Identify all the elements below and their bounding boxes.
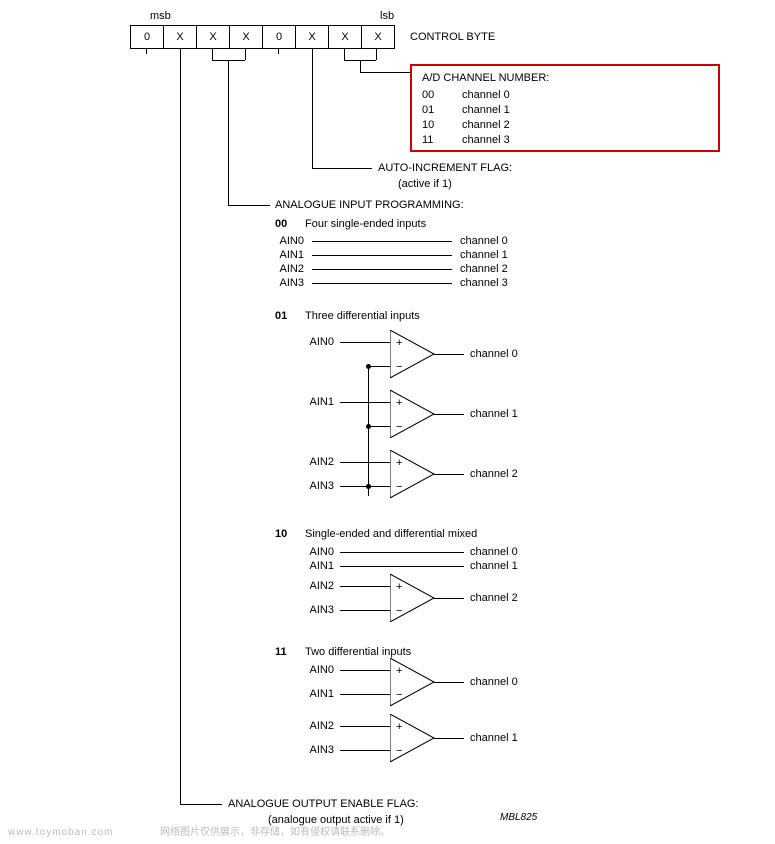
svg-text:−: − (396, 605, 402, 617)
bit-0: X (362, 26, 394, 48)
svg-text:+: + (396, 581, 402, 593)
svg-text:−: − (396, 361, 402, 373)
bit-4: X (230, 26, 263, 48)
ch-label-2: channel 2 (462, 119, 510, 131)
bit-1: X (329, 26, 362, 48)
m00-ain3: AIN3 (268, 277, 304, 289)
m00-ch3: channel 3 (460, 277, 508, 289)
amp-icon: +− (390, 714, 438, 762)
lsb-label: lsb (380, 10, 394, 22)
ch-code-2: 10 (422, 118, 462, 133)
auto-inc-sub: (active if 1) (398, 178, 452, 190)
amp-icon: +− (390, 450, 438, 498)
svg-text:−: − (396, 689, 402, 701)
channel-box-title: A/D CHANNEL NUMBER: (422, 72, 708, 84)
ch-code-1: 01 (422, 103, 462, 118)
bit-6: X (164, 26, 197, 48)
mode-01-code: 01 (275, 310, 287, 322)
m01-ain2: AIN2 (298, 456, 334, 468)
bit-5: X (197, 26, 230, 48)
ch-label-3: channel 3 (462, 134, 510, 146)
mode-01-title: Three differential inputs (305, 310, 420, 322)
m11-ain0: AIN0 (298, 664, 334, 676)
ch-code-0: 00 (422, 88, 462, 103)
amp-icon: +− (390, 658, 438, 706)
watermark-site: www.toymoban.com (8, 827, 113, 838)
m01-ain0: AIN0 (298, 336, 334, 348)
ref-code: MBL825 (500, 812, 537, 823)
m11-ain1: AIN1 (298, 688, 334, 700)
svg-text:−: − (396, 745, 402, 757)
amp-icon: +− (390, 330, 438, 378)
bit-2: X (296, 26, 329, 48)
control-byte: 0 X X X 0 X X X (130, 25, 395, 49)
m00-ch1: channel 1 (460, 249, 508, 261)
m11-ch1: channel 1 (470, 732, 518, 744)
m10-ch1: channel 1 (470, 560, 518, 572)
watermark-note: 网络图片仅供展示，非存储，如有侵权请联系删除。 (160, 823, 390, 838)
m00-ch2: channel 2 (460, 263, 508, 275)
amp-icon: +− (390, 574, 438, 622)
m01-ain3: AIN3 (298, 480, 334, 492)
m11-ain3: AIN3 (298, 744, 334, 756)
diagram-canvas: msb lsb 0 X X X 0 X X X CONTROL BYTE A/D… (0, 0, 775, 844)
svg-text:+: + (396, 721, 402, 733)
m10-ain1: AIN1 (298, 560, 334, 572)
m10-ch0: channel 0 (470, 546, 518, 558)
mode-00-title: Four single-ended inputs (305, 218, 426, 230)
m01-ch1: channel 1 (470, 408, 518, 420)
m10-ain2: AIN2 (298, 580, 334, 592)
mode-11-code: 11 (275, 646, 287, 658)
mode-10-title: Single-ended and differential mixed (305, 528, 477, 540)
svg-text:−: − (396, 481, 402, 493)
amp-icon: +− (390, 390, 438, 438)
svg-text:−: − (396, 421, 402, 433)
channel-number-box: A/D CHANNEL NUMBER: 00channel 0 01channe… (410, 64, 720, 152)
m10-ch2: channel 2 (470, 592, 518, 604)
svg-text:+: + (396, 457, 402, 469)
m11-ain2: AIN2 (298, 720, 334, 732)
svg-text:+: + (396, 337, 402, 349)
ch-label-1: channel 1 (462, 104, 510, 116)
m00-ain2: AIN2 (268, 263, 304, 275)
m10-ain3: AIN3 (298, 604, 334, 616)
m01-ch2: channel 2 (470, 468, 518, 480)
bit-7: 0 (131, 26, 164, 48)
m00-ain0: AIN0 (268, 235, 304, 247)
ch-code-3: 11 (422, 133, 462, 148)
svg-text:+: + (396, 397, 402, 409)
m01-ch0: channel 0 (470, 348, 518, 360)
ch-label-0: channel 0 (462, 89, 510, 101)
mode-00-code: 00 (275, 218, 287, 230)
auto-inc-title: AUTO-INCREMENT FLAG: (378, 162, 512, 174)
m00-ch0: channel 0 (460, 235, 508, 247)
mode-11-title: Two differential inputs (305, 646, 411, 658)
svg-text:+: + (396, 665, 402, 677)
mode-10-code: 10 (275, 528, 287, 540)
m01-ain1: AIN1 (298, 396, 334, 408)
m11-ch0: channel 0 (470, 676, 518, 688)
control-byte-label: CONTROL BYTE (410, 31, 495, 43)
bit-3: 0 (263, 26, 296, 48)
input-prog-title: ANALOGUE INPUT PROGRAMMING: (275, 199, 464, 211)
m10-ain0: AIN0 (298, 546, 334, 558)
m00-ain1: AIN1 (268, 249, 304, 261)
msb-label: msb (150, 10, 171, 22)
output-flag-title: ANALOGUE OUTPUT ENABLE FLAG: (228, 798, 419, 810)
